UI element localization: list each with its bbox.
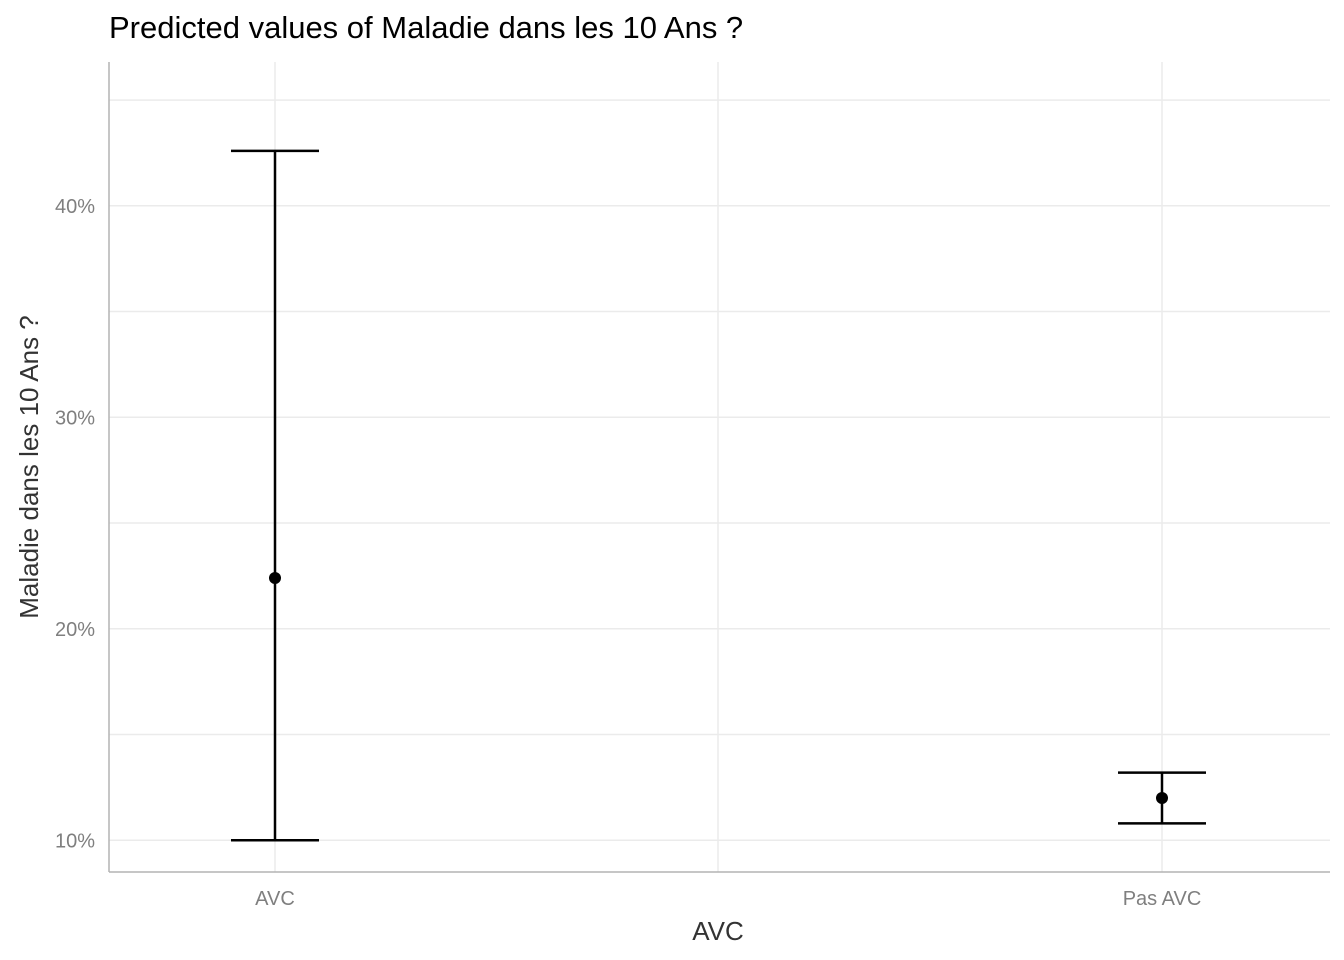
y-tick-label: 40% <box>55 196 95 218</box>
data-point <box>269 572 281 585</box>
y-axis-title: Maladie dans les 10 Ans ? <box>14 315 44 619</box>
error-bars <box>231 149 1206 842</box>
axes <box>108 62 1330 873</box>
y-tick-label: 20% <box>55 619 95 641</box>
chart-title: Predicted values of Maladie dans les 10 … <box>109 10 744 45</box>
y-tick-labels: 10% 20% 30% 40% <box>55 196 95 852</box>
data-point <box>1156 791 1168 804</box>
y-tick-label: 30% <box>55 407 95 429</box>
x-tick-label: Pas AVC <box>1123 888 1202 910</box>
y-tick-label: 10% <box>55 830 95 852</box>
x-axis-title: AVC <box>692 916 744 946</box>
grid-lines <box>109 62 1330 872</box>
x-tick-label: AVC <box>255 888 295 910</box>
x-tick-labels: AVC Pas AVC <box>255 888 1201 910</box>
